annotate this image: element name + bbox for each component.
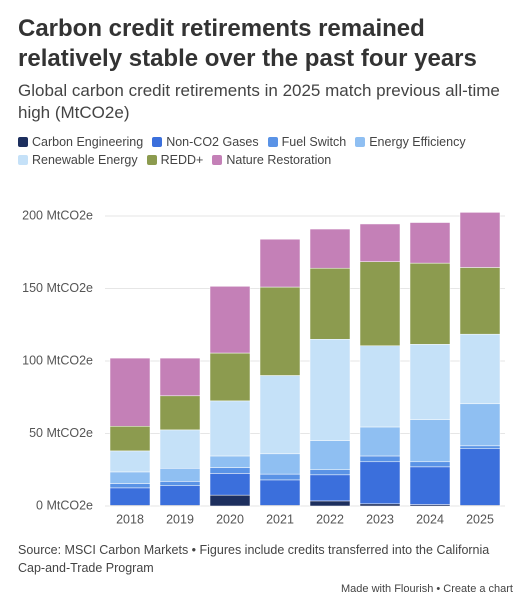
- y-tick-label: 200 MtCO2e: [22, 208, 93, 222]
- legend-item[interactable]: Non-CO2 Gases: [152, 134, 259, 150]
- footer[interactable]: Made with Flourish • Create a chart: [341, 583, 513, 595]
- bar-segment: [409, 262, 451, 345]
- legend-swatch: [18, 137, 28, 147]
- legend-label: Carbon Engineering: [32, 135, 144, 149]
- bar-segment: [159, 395, 201, 431]
- bar-segment: [409, 461, 451, 468]
- bar-segment: [359, 223, 401, 262]
- bar-segment: [309, 440, 351, 470]
- legend-item[interactable]: Carbon Engineering: [18, 134, 143, 150]
- y-tick-label: 150 MtCO2e: [22, 281, 93, 295]
- legend-label: Fuel Switch: [281, 135, 347, 149]
- bar-segment: [109, 450, 151, 473]
- x-tick-label: 2020: [216, 512, 244, 526]
- bar-segment: [459, 445, 501, 449]
- bar-segment: [359, 461, 401, 505]
- bar-segment: [459, 448, 501, 506]
- bar-segment: [459, 267, 501, 335]
- bar-segment: [409, 419, 451, 463]
- bar-segment: [459, 212, 501, 268]
- bar-segment: [159, 357, 201, 397]
- bar-segment: [309, 474, 351, 502]
- bar-segment: [409, 222, 451, 264]
- y-tick-label: 0 MtCO2e: [36, 498, 93, 512]
- x-tick-label: 2022: [316, 512, 344, 526]
- legend-swatch: [212, 155, 223, 165]
- bar-segment: [259, 375, 301, 455]
- y-tick-label: 50 MtCO2e: [29, 426, 93, 440]
- bar-segment: [159, 485, 201, 506]
- legend-item[interactable]: Nature Restoration: [212, 152, 331, 168]
- bar-segment: [209, 467, 251, 474]
- bar-segment: [309, 469, 351, 476]
- legend-swatch: [267, 137, 278, 147]
- legend-swatch: [152, 137, 163, 147]
- x-tick-label: 2023: [366, 512, 394, 526]
- y-tick-label: 100 MtCO2e: [22, 353, 93, 367]
- legend-item[interactable]: REDD+: [146, 152, 204, 168]
- bar-segment: [109, 426, 151, 452]
- source-note: Source: MSCI Carbon Markets • Figures in…: [18, 543, 490, 575]
- bar-segment: [359, 261, 401, 347]
- x-tick-label: 2019: [166, 512, 194, 526]
- x-tick-label: 2024: [416, 512, 444, 526]
- bar-segment: [309, 500, 351, 507]
- legend-item[interactable]: Renewable Energy: [18, 152, 138, 168]
- x-tick-label: 2025: [466, 512, 494, 526]
- chart-title: Carbon credit retirements remained relat…: [18, 15, 477, 72]
- bar-segment: [409, 344, 451, 420]
- bar-segment: [309, 339, 351, 441]
- bar-segment: [209, 473, 251, 496]
- bar-segment: [259, 453, 301, 475]
- bar-segment: [259, 473, 301, 481]
- legend-item[interactable]: Energy Efficiency: [355, 134, 466, 150]
- bar-segment: [209, 286, 251, 354]
- legend-label: REDD+: [160, 153, 204, 167]
- bar-segment: [109, 357, 151, 427]
- chart-subtitle: Global carbon credit retirements in 2025…: [18, 81, 500, 122]
- bar-segment: [259, 286, 301, 376]
- bar-segment: [159, 481, 201, 486]
- bar-segment: [359, 455, 401, 463]
- bar-segment: [259, 479, 301, 506]
- x-tick-label: 2021: [266, 512, 294, 526]
- bar-segment: [159, 429, 201, 469]
- legend-item[interactable]: Fuel Switch: [267, 134, 347, 150]
- bar-segment: [109, 471, 151, 484]
- legend-label: Renewable Energy: [32, 153, 138, 167]
- legend-swatch: [18, 155, 28, 165]
- bar-segment: [259, 238, 301, 288]
- legend-label: Energy Efficiency: [369, 135, 466, 149]
- bar-segment: [359, 345, 401, 428]
- bar-segment: [209, 455, 251, 468]
- bar-segment: [209, 494, 251, 507]
- legend-label: Non-CO2 Gases: [166, 135, 259, 149]
- legend-swatch: [355, 137, 366, 147]
- bar-segment: [459, 333, 501, 405]
- bar-segment: [359, 426, 401, 457]
- bar-segment: [209, 352, 251, 402]
- x-tick-label: 2018: [116, 512, 144, 526]
- bar-segment: [109, 487, 151, 506]
- bar-segment: [309, 228, 351, 269]
- legend-swatch: [146, 155, 157, 165]
- bar-segment: [109, 483, 151, 489]
- bar-segment: [159, 468, 201, 482]
- legend-label: Nature Restoration: [226, 153, 332, 167]
- bar-segment: [409, 466, 451, 505]
- bar-segment: [459, 403, 501, 447]
- bar-segment: [309, 267, 351, 340]
- bar-segment: [359, 503, 401, 507]
- legend: Carbon Engineering Non-CO2 Gases Fuel Swit…: [18, 134, 518, 168]
- bar-segment: [209, 400, 251, 457]
